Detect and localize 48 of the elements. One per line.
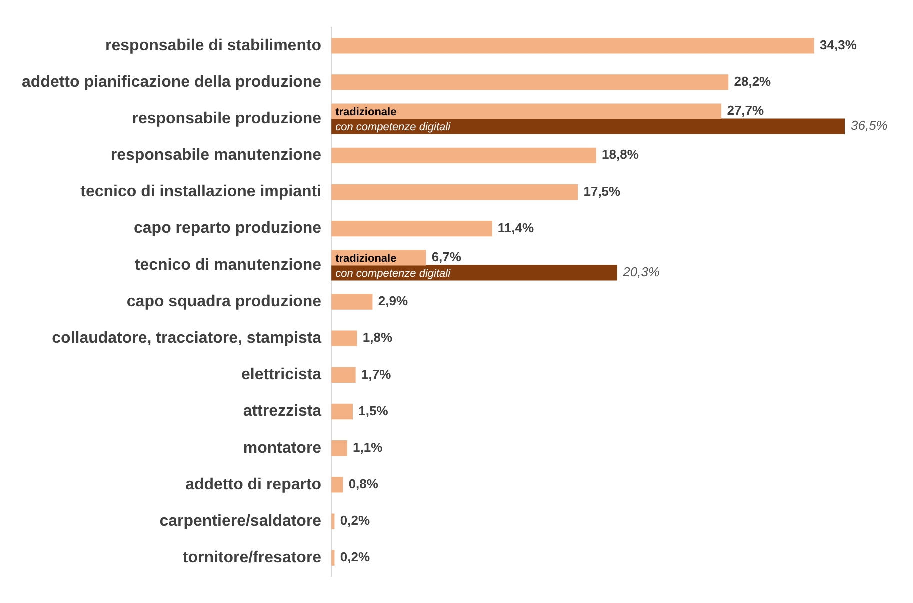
y-tick-label: elettricista [242,366,322,384]
text: tradizionale [336,252,397,265]
data-label: 20,3% [622,264,660,280]
series-label: tradizionale [336,106,397,119]
data-label: 11,4% [498,220,535,236]
y-tick-label: responsabile di stabilimento [106,37,322,54]
y-tick-label: tornitore/fresatore [182,550,322,567]
bar [332,440,348,456]
y-tick-label: collaudatore, tracciatore, stampista [52,330,322,347]
y-tick-label: addetto di reparto [186,476,322,494]
data-label: 27,7% [727,103,765,118]
bar [332,184,578,200]
bar [332,404,354,420]
y-tick-label: capo squadra produzione [126,293,322,310]
bar [332,148,596,164]
text: con competenze digitali [336,268,451,280]
data-label: 1,7% [361,366,392,382]
y-tick-label: attrezzista [243,403,322,420]
bar [332,74,729,90]
y-tick-label: carpentiere/saldatore [160,512,322,530]
bar [332,220,492,237]
y-tick-label: montatore [243,440,322,457]
y-tick-label: responsabile manutenzione [110,147,322,164]
bar [332,477,344,493]
data-label: 0,8% [348,476,379,492]
data-label: 1,8% [362,330,393,346]
y-tick-label: capo reparto produzione [134,220,322,238]
series-label: con competenze digitali [336,122,452,134]
y-tick-label: tecnico di manutenzione [134,256,322,274]
data-label: 1,1% [353,440,384,455]
data-label: 0,2% [340,513,370,528]
data-label: 2,9% [378,294,408,309]
data-label: 18,8% [602,147,640,162]
data-label: 17,5% [584,184,622,199]
y-tick-label: addetto pianificazione della produzione [22,74,322,91]
data-label: 0,2% [340,550,370,565]
bar [332,367,356,384]
bar [332,294,373,310]
data-label: 36,5% [851,118,888,134]
data-label: 28,2% [734,74,772,90]
data-label: 34,3% [820,37,858,52]
data-label: 6,7% [432,249,462,264]
bar [332,118,845,134]
y-tick-label: tecnico di installazione impianti [80,184,322,201]
bar [332,330,358,346]
bar [332,38,814,54]
data-label: 1,5% [358,403,389,418]
y-tick-label: responsabile produzione [132,110,322,128]
